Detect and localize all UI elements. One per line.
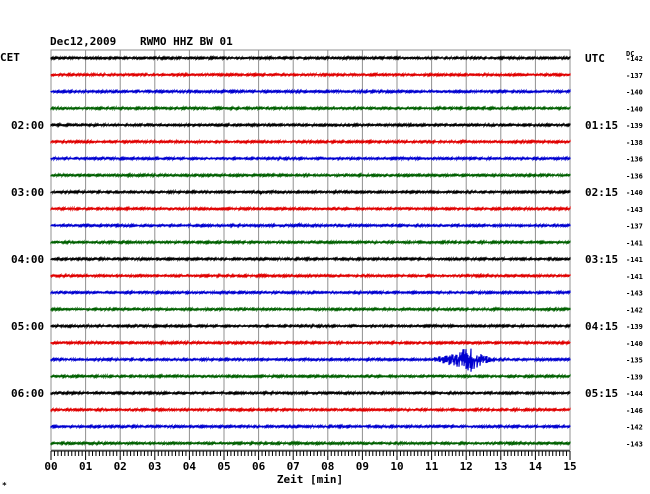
dc-offset-label: -143 (626, 206, 643, 214)
x-tick-label: 06 (252, 460, 266, 473)
left-time-label: 03:00 (11, 186, 44, 199)
dc-offset-label: -140 (626, 89, 643, 97)
dc-offset-label: -142 (626, 55, 643, 63)
dc-offset-label: -143 (626, 440, 643, 448)
x-tick-label: 13 (494, 460, 507, 473)
right-time-label: 01:15 (585, 119, 618, 132)
dc-offset-label: -139 (626, 373, 643, 381)
right-time-label: 03:15 (585, 253, 618, 266)
trace-line-0 (50, 54, 571, 62)
trace-line-8 (50, 188, 571, 196)
trace-line-16 (50, 322, 571, 330)
trace-line-15 (50, 306, 571, 313)
dc-offset-label: -143 (626, 290, 643, 298)
trace-line-1 (50, 71, 571, 78)
dc-offset-label: -142 (626, 424, 643, 432)
trace-line-13 (50, 272, 571, 279)
dc-offset-label: -140 (626, 189, 643, 197)
corner-mark: * (2, 481, 7, 490)
left-time-label: 02:00 (11, 119, 44, 132)
x-tick-label: 03 (148, 460, 161, 473)
left-timezone-label: CET (0, 51, 20, 64)
right-time-label: UTC (585, 52, 605, 65)
dc-offset-label: -140 (626, 340, 643, 348)
dc-offset-label: -135 (626, 357, 643, 365)
right-time-label: 02:15 (585, 186, 618, 199)
dc-offset-label: -137 (626, 72, 643, 80)
x-tick-label: 14 (529, 460, 543, 473)
x-tick-label: 12 (460, 460, 473, 473)
trace-line-12 (50, 255, 571, 263)
trace-line-11 (50, 239, 571, 246)
x-tick-label: 02 (114, 460, 127, 473)
trace-line-14 (50, 289, 571, 296)
trace-line-21 (50, 406, 571, 413)
chart-station: RWMO HHZ BW 01 (140, 35, 233, 48)
x-tick-label: 08 (321, 460, 334, 473)
trace-line-10 (50, 221, 571, 229)
dc-offset-label: -137 (626, 223, 643, 231)
trace-line-23 (50, 440, 571, 447)
x-tick-label: 00 (44, 460, 57, 473)
left-time-label: 04:00 (11, 253, 44, 266)
trace-line-7 (50, 172, 571, 179)
right-time-label: 04:15 (585, 320, 618, 333)
dc-offset-label: -141 (626, 239, 643, 247)
chart-date: Dec12,2009 (50, 35, 116, 48)
x-tick-label: 07 (287, 460, 300, 473)
x-tick-label: 10 (390, 460, 403, 473)
x-tick-label: 01 (79, 460, 93, 473)
x-tick-label: 04 (183, 460, 197, 473)
dc-offset-label: -140 (626, 105, 643, 113)
trace-line-20 (50, 389, 571, 397)
trace-line-5 (50, 138, 571, 145)
trace-line-22 (50, 423, 571, 430)
dc-offset-label: -146 (626, 407, 643, 415)
x-axis-title: Zeit [min] (277, 473, 343, 486)
dc-offset-label: -141 (626, 273, 643, 281)
trace-line-3 (50, 105, 571, 112)
x-tick-label: 15 (563, 460, 576, 473)
dc-offset-label: -138 (626, 139, 643, 147)
trace-line-19 (50, 373, 571, 380)
dc-offset-label: -136 (626, 156, 643, 164)
dc-offset-label: -136 (626, 172, 643, 180)
trace-line-2 (50, 88, 571, 95)
dc-offset-label: -139 (626, 122, 643, 130)
x-tick-label: 09 (356, 460, 369, 473)
x-tick-label: 11 (425, 460, 439, 473)
dc-offset-label: -142 (626, 306, 643, 314)
left-time-label: 05:00 (11, 320, 44, 333)
trace-line-17 (50, 339, 571, 346)
right-time-label: 05:15 (585, 387, 618, 400)
plot-frame (50, 49, 571, 451)
x-tick-label: 05 (217, 460, 230, 473)
dc-offset-label: -139 (626, 323, 643, 331)
trace-line-4 (50, 121, 571, 129)
label-layer: 00 01 02 03 04 05 06 07 08 09 10 11 12 13 14 15 02:00 03:… (11, 52, 643, 473)
grid-layer (50, 49, 571, 460)
trace-line-9 (50, 205, 571, 212)
trace-line-18 (50, 348, 571, 372)
dc-offset-label: -144 (626, 390, 643, 398)
dc-offset-label: -141 (626, 256, 643, 264)
left-time-label: 06:00 (11, 387, 44, 400)
dc-label: DC (626, 50, 634, 58)
trace-line-6 (50, 155, 571, 162)
trace-layer (50, 54, 571, 447)
